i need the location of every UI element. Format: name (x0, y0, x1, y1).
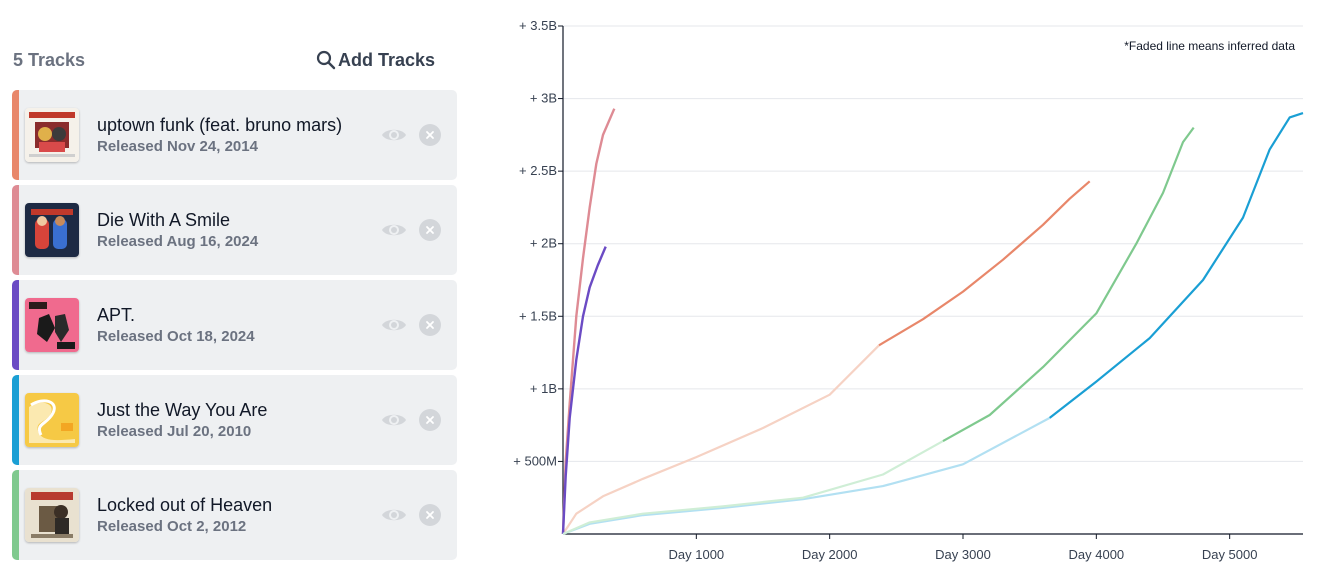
track-release-date: Released Oct 2, 2012 (97, 517, 247, 535)
eye-icon (382, 129, 406, 141)
remove-track-button[interactable] (419, 314, 441, 336)
series-line-inferred (562, 344, 880, 535)
unorthodox-jukebox-cover (25, 488, 79, 542)
close-icon (426, 416, 434, 424)
visibility-toggle-button[interactable] (381, 502, 407, 528)
track-actions (381, 217, 441, 243)
track-actions (381, 122, 441, 148)
track-item[interactable]: Just the Way You Are Released Jul 20, 20… (12, 375, 457, 465)
x-tick-label: Day 4000 (1069, 547, 1125, 562)
eye-icon (382, 414, 406, 426)
close-icon (426, 226, 434, 234)
track-color-bar (12, 185, 19, 275)
track-item[interactable]: uptown funk (feat. bruno mars) Released … (12, 90, 457, 180)
x-tick-label: Day 1000 (669, 547, 725, 562)
series-line (878, 180, 1091, 347)
add-tracks-button[interactable]: Add Tracks (316, 50, 435, 71)
remove-track-button[interactable] (419, 409, 441, 431)
chart-series (561, 108, 1304, 536)
track-release-date: Released Jul 20, 2010 (97, 422, 252, 440)
track-actions (381, 312, 441, 338)
apt-cover (25, 298, 79, 352)
los-numeros-1-cover (25, 108, 79, 162)
eye-icon (382, 224, 406, 236)
y-tick-label: + 1B (530, 381, 557, 396)
track-title: uptown funk (feat. bruno mars) (97, 114, 343, 135)
remove-track-button[interactable] (419, 504, 441, 526)
track-release-date: Released Nov 24, 2014 (97, 137, 258, 155)
track-title: Die With A Smile (97, 209, 231, 230)
eye-icon (382, 509, 406, 521)
track-item[interactable]: Die With A Smile Released Aug 16, 2024 (12, 185, 457, 275)
track-actions (381, 407, 441, 433)
y-tick-label: + 2.5B (519, 163, 557, 178)
track-info: APT. Released Oct 18, 2024 (97, 304, 381, 347)
chart-axes: + 500M + 1B + 1.5B + 2B + 2.5B + 3B + 3.5B Day … (513, 18, 1303, 562)
close-icon (426, 511, 434, 519)
track-info: Die With A Smile Released Aug 16, 2024 (97, 209, 381, 252)
series-line-inferred (562, 416, 1051, 536)
track-info: uptown funk (feat. bruno mars) Released … (97, 114, 381, 157)
close-icon (426, 131, 434, 139)
track-info: Locked out of Heaven Released Oct 2, 201… (97, 494, 381, 537)
panel-header: 5 Tracks Add Tracks (12, 40, 457, 80)
visibility-toggle-button[interactable] (381, 217, 407, 243)
track-release-date: Released Oct 18, 2024 (97, 327, 255, 345)
y-tick-label: + 3.5B (519, 18, 557, 33)
track-color-bar (12, 470, 19, 560)
x-tick-label: Day 3000 (935, 547, 991, 562)
remove-track-button[interactable] (419, 124, 441, 146)
x-tick-label: Day 5000 (1202, 547, 1258, 562)
die-with-a-smile-cover (25, 203, 79, 257)
track-count: 5 Tracks (13, 49, 86, 70)
remove-track-button[interactable] (419, 219, 441, 241)
track-title: Just the Way You Are (97, 399, 268, 420)
track-list: uptown funk (feat. bruno mars) Released … (12, 90, 457, 560)
track-title: APT. (97, 304, 136, 325)
track-title: Locked out of Heaven (97, 494, 273, 515)
close-icon (426, 321, 434, 329)
series-line (561, 246, 607, 535)
y-tick-label: + 500M (513, 453, 557, 468)
track-info: Just the Way You Are Released Jul 20, 20… (97, 399, 381, 442)
doo-wops-cover (25, 393, 79, 447)
track-item[interactable]: APT. Released Oct 18, 2024 (12, 280, 457, 370)
x-tick-label: Day 2000 (802, 547, 858, 562)
track-color-bar (12, 280, 19, 370)
track-item[interactable]: Locked out of Heaven Released Oct 2, 201… (12, 470, 457, 560)
track-color-bar (12, 90, 19, 180)
y-tick-label: + 2B (530, 236, 557, 251)
visibility-toggle-button[interactable] (381, 122, 407, 148)
series-line (942, 126, 1195, 443)
visibility-toggle-button[interactable] (381, 312, 407, 338)
series-line (1049, 112, 1304, 419)
visibility-toggle-button[interactable] (381, 407, 407, 433)
track-color-bar (12, 375, 19, 465)
track-actions (381, 502, 441, 528)
eye-icon (382, 319, 406, 331)
y-tick-label: + 3B (530, 91, 557, 106)
track-release-date: Released Aug 16, 2024 (97, 232, 259, 250)
track-panel: 5 Tracks Add Tracks (12, 40, 457, 565)
series-line (561, 108, 616, 535)
search-icon (316, 50, 336, 70)
add-tracks-label: Add Tracks (337, 49, 435, 70)
series-line-inferred (562, 440, 944, 536)
chart-note: *Faded line means inferred data (1124, 39, 1295, 53)
chart-grid (563, 25, 1303, 462)
y-tick-label: + 1.5B (519, 308, 557, 323)
